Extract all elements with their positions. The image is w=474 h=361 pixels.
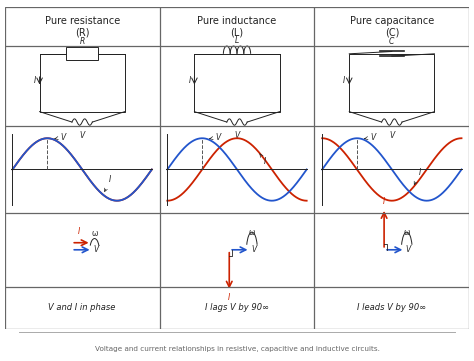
Text: I: I (105, 175, 111, 192)
Text: Pure inductance
(L): Pure inductance (L) (197, 16, 277, 37)
Bar (39, 54, 125, 112)
Text: I: I (343, 77, 346, 86)
Text: V: V (365, 133, 375, 142)
Text: I: I (228, 293, 230, 303)
Text: V: V (251, 245, 256, 254)
Bar (66, 47, 98, 60)
Text: I leads V by 90∞: I leads V by 90∞ (357, 303, 427, 312)
Text: L: L (235, 36, 239, 45)
Text: I: I (260, 154, 266, 166)
Text: I: I (188, 77, 191, 86)
Text: V: V (55, 133, 66, 142)
Text: V: V (93, 245, 98, 254)
Text: ω: ω (91, 229, 98, 238)
Bar (349, 54, 434, 112)
Text: Voltage and current relationships in resistive, capacitive and inductive circuit: Voltage and current relationships in res… (94, 345, 380, 352)
Text: I: I (78, 227, 81, 236)
Text: V: V (210, 133, 220, 142)
Text: I: I (383, 197, 385, 206)
Text: Pure resistance
(R): Pure resistance (R) (45, 16, 120, 37)
Text: V: V (406, 245, 411, 254)
Text: R: R (80, 37, 85, 46)
Bar (194, 54, 280, 112)
Text: V: V (80, 131, 85, 140)
Text: I: I (414, 168, 421, 184)
Text: I: I (34, 77, 36, 86)
Text: I lags V by 90∞: I lags V by 90∞ (205, 303, 269, 312)
Text: ω: ω (403, 229, 410, 238)
Text: C: C (389, 37, 394, 46)
Text: V: V (389, 131, 394, 140)
Text: ω: ω (249, 229, 255, 238)
Text: V and I in phase: V and I in phase (48, 303, 116, 312)
Text: V: V (234, 131, 240, 140)
Text: Pure capacitance
(C): Pure capacitance (C) (350, 16, 434, 37)
